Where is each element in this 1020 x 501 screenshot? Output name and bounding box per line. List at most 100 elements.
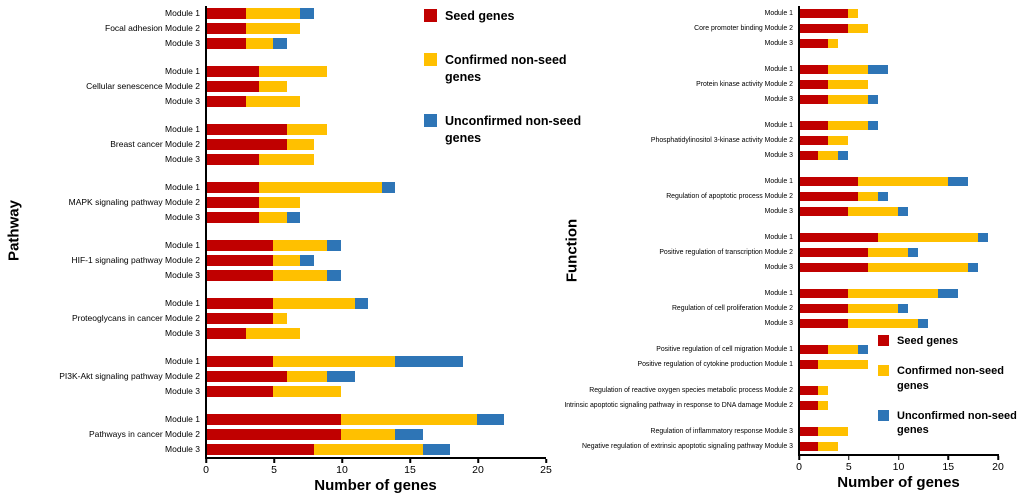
bar-segment-confirmed: [818, 386, 828, 395]
legend-label: Unconfirmed non-seed genes: [897, 409, 1017, 437]
x-tick-labels: 0 5 10 15 20 25: [203, 464, 552, 476]
legend-pathway-chart: Seed genes Confirmed non-seed genes Unconf…: [424, 8, 599, 173]
bar-row: Module 3: [560, 204, 998, 219]
bar-track: [205, 38, 545, 49]
category-label: Intrinsic apoptotic signaling pathway in…: [564, 401, 793, 409]
bar-segment-seed: [205, 212, 260, 223]
category-label: Regulation of reactive oxygen species me…: [589, 386, 793, 394]
bar-track: [205, 8, 545, 19]
category-label: Module 1: [165, 414, 200, 425]
bar-segment-confirmed: [259, 197, 301, 208]
bar-track: [205, 66, 545, 77]
bar-track: [205, 298, 545, 309]
category-label: Module 1: [165, 182, 200, 193]
bar-track: [798, 386, 998, 395]
bar-track: [205, 313, 545, 324]
bar-segment-unconfirmed: [918, 319, 928, 328]
x-tick-mark: [205, 459, 207, 463]
category-label: Module 3: [165, 270, 200, 281]
bar-track: [205, 124, 545, 135]
bar-segment-unconfirmed: [354, 298, 369, 309]
bar-segment-unconfirmed: [395, 429, 423, 440]
bar-row: Focal adhesion Module 2: [2, 21, 545, 36]
bar-segment-confirmed: [818, 360, 868, 369]
bar-track: [205, 386, 545, 397]
legend-swatch-seed: [424, 9, 437, 22]
bar-row: Phosphatidylinositol 3-kinase activity M…: [560, 133, 998, 148]
x-tick-mark: [545, 459, 547, 463]
bar-segment-confirmed: [828, 65, 868, 74]
bar-segment-unconfirmed: [300, 8, 314, 19]
bar-segment-seed: [798, 65, 828, 74]
bar-segment-seed: [798, 95, 828, 104]
x-tick-label: 25: [540, 464, 552, 476]
bar-segment-unconfirmed: [286, 212, 301, 223]
bar-segment-seed: [798, 151, 818, 160]
category-label: Positive regulation of transcription Mod…: [659, 248, 793, 256]
bar-segment-seed: [205, 197, 260, 208]
category-label: Negative regulation of extrinsic apoptot…: [581, 442, 793, 450]
category-label: Module 3: [165, 154, 200, 165]
x-tick-label: 20: [992, 461, 1004, 473]
legend-swatch-confirmed: [424, 52, 437, 66]
bar-segment-confirmed: [286, 124, 328, 135]
bar-segment-seed: [798, 80, 828, 89]
bar-segment-unconfirmed: [327, 371, 355, 382]
bar-group: Module 1 Proteoglycans in cancer Module 2…: [2, 296, 545, 341]
bar-segment-unconfirmed: [272, 38, 287, 49]
bar-segment-seed: [798, 192, 858, 201]
bar-row: Module 3: [2, 442, 545, 457]
bar-segment-unconfirmed: [948, 177, 968, 186]
bar-track: [205, 96, 545, 107]
category-label: Module 3: [165, 328, 200, 339]
category-label: Core promoter binding Module 2: [694, 24, 793, 32]
bar-segment-unconfirmed: [868, 95, 878, 104]
bar-segment-confirmed: [868, 248, 908, 257]
bar-segment-confirmed: [259, 182, 382, 193]
bar-row: Module 1: [560, 230, 998, 245]
bar-segment-confirmed: [828, 121, 868, 130]
x-tick-mark: [409, 459, 411, 463]
legend-label: Confirmed non-seed genes: [897, 365, 1004, 392]
bar-row: Module 1: [2, 6, 545, 21]
bar-track: [798, 192, 998, 201]
bar-track: [205, 356, 545, 367]
x-axis-line: [205, 457, 546, 459]
bar-track: [205, 154, 545, 165]
category-label: Module 1: [165, 66, 200, 77]
bar-segment-confirmed: [273, 313, 287, 324]
bar-segment-seed: [798, 177, 858, 186]
bar-segment-seed: [205, 444, 314, 455]
x-tick-label: 0: [796, 461, 802, 473]
bar-track: [798, 289, 998, 298]
x-tick-mark: [848, 456, 850, 460]
bar-segment-confirmed: [259, 154, 314, 165]
bar-row: Cellular senescence Module 2: [2, 79, 545, 94]
bar-segment-unconfirmed: [395, 356, 464, 367]
bar-segment-seed: [205, 356, 273, 367]
bar-track: [798, 121, 998, 130]
bar-segment-seed: [798, 121, 828, 130]
bar-segment-unconfirmed: [978, 233, 988, 242]
category-label: Module 1: [764, 177, 793, 185]
bar-row: Module 1: [560, 118, 998, 133]
bar-segment-seed: [798, 136, 828, 145]
bar-row: Breast cancer Module 2: [2, 137, 545, 152]
category-label: Positive regulation of cytokine producti…: [637, 360, 793, 368]
bar-segment-confirmed: [259, 66, 328, 77]
legend-function-chart: Seed genes Confirmed non-seed genes Unconf…: [878, 334, 1020, 453]
category-label: Positive regulation of cell migration Mo…: [656, 345, 793, 353]
bar-segment-confirmed: [848, 24, 868, 33]
category-label: Module 3: [764, 319, 793, 327]
bar-track: [205, 197, 545, 208]
bar-row: Module 1: [560, 62, 998, 77]
bar-row: Negative regulation of extrinsic apoptot…: [560, 439, 998, 454]
bar-segment-seed: [205, 8, 246, 19]
category-label: MAPK signaling pathway Module 2: [68, 197, 200, 208]
bar-row: Module 3: [2, 36, 545, 51]
bar-row: Positive regulation of cytokine producti…: [560, 357, 998, 372]
bar-segment-confirmed: [818, 442, 838, 451]
bar-segment-confirmed: [858, 192, 878, 201]
category-label: Module 1: [764, 233, 793, 241]
